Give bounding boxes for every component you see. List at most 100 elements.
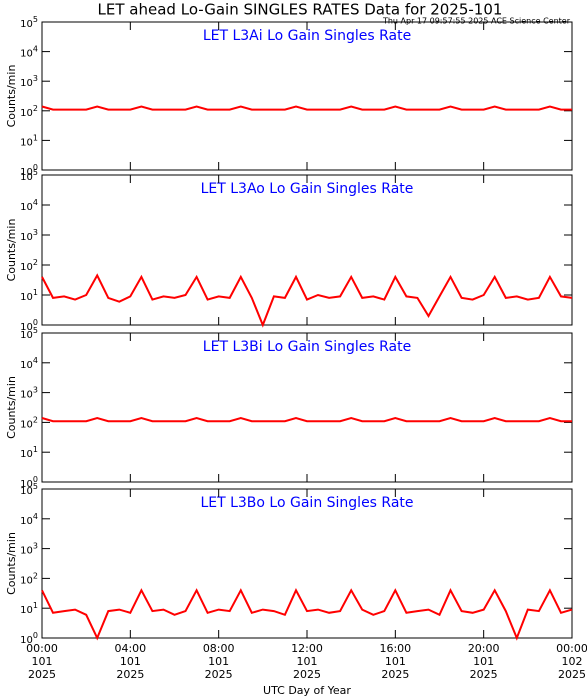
y-tick-label: 105 [20, 326, 38, 342]
plot-frame [41, 488, 573, 639]
data-line [41, 416, 572, 423]
y-tick-exponent: 2 [33, 258, 38, 267]
x-tick-label: 04:00 [114, 642, 146, 655]
y-tick-label: 100 [20, 475, 38, 491]
x-tick-day: 101 [385, 655, 406, 668]
y-tick-base: 10 [20, 19, 33, 30]
y-tick-base: 10 [20, 390, 33, 401]
y-tick-base: 10 [20, 546, 33, 557]
panel-title: LET L3Bi Lo Gain Singles Rate [203, 339, 411, 355]
y-tick-base: 10 [20, 360, 33, 371]
y-tick-exponent: 4 [33, 44, 38, 53]
y-tick-base: 10 [20, 262, 33, 273]
y-tick-label: 101 [20, 445, 38, 461]
y-tick-label: 101 [20, 601, 38, 617]
y-tick-base: 10 [20, 137, 33, 148]
y-tick-label: 103 [20, 74, 38, 90]
y-tick-exponent: 3 [33, 74, 38, 83]
x-tick-day: 102 [562, 655, 583, 668]
x-tick-year: 2025 [293, 668, 321, 681]
y-tick-exponent: 0 [33, 475, 38, 484]
y-tick-label: 103 [20, 228, 38, 244]
x-tick-label: 12:00 [291, 642, 323, 655]
y-tick-base: 10 [20, 419, 33, 430]
y-tick-exponent: 5 [33, 482, 38, 491]
data-line [41, 588, 573, 641]
x-tick-label: 00:00 [26, 642, 58, 655]
page-subtitle: Thu Apr 17 09:57:55 2025 ACE Science Cen… [382, 17, 571, 26]
y-tick-exponent: 3 [33, 541, 38, 550]
y-tick-base: 10 [20, 78, 33, 89]
y-tick-base: 10 [20, 292, 33, 303]
y-axis-label: Counts/min [5, 532, 18, 595]
y-tick-label: 100 [20, 318, 38, 334]
y-tick-label: 102 [20, 258, 38, 274]
plot-frame [41, 21, 573, 171]
y-tick-label: 105 [20, 168, 38, 184]
y-tick-exponent: 1 [33, 133, 38, 142]
y-tick-exponent: 5 [33, 15, 38, 24]
y-tick-label: 105 [20, 482, 38, 498]
x-tick-day: 101 [297, 655, 318, 668]
x-tick-day: 101 [32, 655, 53, 668]
x-tick-year: 2025 [116, 668, 144, 681]
y-tick-label: 103 [20, 385, 38, 401]
y-tick-base: 10 [20, 479, 33, 490]
y-tick-label: 100 [20, 163, 38, 179]
x-tick-year: 2025 [470, 668, 498, 681]
x-tick-label: 20:00 [468, 642, 500, 655]
plot-frame [41, 174, 573, 326]
y-tick-base: 10 [20, 449, 33, 460]
y-tick-label: 101 [20, 288, 38, 304]
y-tick-exponent: 1 [33, 601, 38, 610]
x-tick-label: 00:00 [556, 642, 587, 655]
y-tick-base: 10 [20, 49, 33, 60]
y-tick-exponent: 0 [33, 163, 38, 172]
y-tick-exponent: 3 [33, 385, 38, 394]
y-tick-exponent: 2 [33, 415, 38, 424]
y-tick-exponent: 0 [33, 631, 38, 640]
y-tick-label: 102 [20, 103, 38, 119]
y-tick-exponent: 5 [33, 168, 38, 177]
y-tick-base: 10 [20, 202, 33, 213]
y-tick-base: 10 [20, 635, 33, 646]
x-axis-label: UTC Day of Year [263, 684, 351, 697]
y-tick-base: 10 [20, 172, 33, 183]
y-tick-base: 10 [20, 605, 33, 616]
y-tick-label: 102 [20, 571, 38, 587]
y-tick-base: 10 [20, 330, 33, 341]
y-tick-exponent: 2 [33, 571, 38, 580]
data-line [41, 273, 573, 328]
x-tick-year: 2025 [205, 668, 233, 681]
panel-title: LET L3Bo Lo Gain Singles Rate [200, 495, 413, 511]
y-axis-label: Counts/min [5, 65, 18, 128]
y-tick-label: 104 [20, 44, 38, 60]
x-tick-year: 2025 [558, 668, 586, 681]
plot-frame [41, 332, 573, 483]
x-tick-year: 2025 [381, 668, 409, 681]
y-tick-label: 101 [20, 133, 38, 149]
x-tick-year: 2025 [28, 668, 56, 681]
y-tick-label: 104 [20, 511, 38, 527]
y-tick-base: 10 [20, 232, 33, 243]
data-line [41, 105, 572, 111]
x-tick-day: 101 [473, 655, 494, 668]
y-tick-exponent: 4 [33, 355, 38, 364]
y-tick-exponent: 2 [33, 103, 38, 112]
y-tick-base: 10 [20, 575, 33, 586]
y-axis-label: Counts/min [5, 376, 18, 439]
y-tick-exponent: 4 [33, 198, 38, 207]
x-tick-day: 101 [208, 655, 229, 668]
y-tick-base: 10 [20, 516, 33, 527]
y-tick-exponent: 0 [33, 318, 38, 327]
y-tick-base: 10 [20, 486, 33, 497]
x-tick-label: 08:00 [203, 642, 235, 655]
y-tick-label: 102 [20, 415, 38, 431]
y-tick-label: 104 [20, 355, 38, 371]
page-title: LET ahead Lo-Gain SINGLES RATES Data for… [98, 1, 503, 19]
y-tick-exponent: 1 [33, 445, 38, 454]
y-tick-exponent: 4 [33, 511, 38, 520]
panel-title: LET L3Ai Lo Gain Singles Rate [203, 28, 411, 44]
panel-title: LET L3Ao Lo Gain Singles Rate [201, 181, 414, 197]
